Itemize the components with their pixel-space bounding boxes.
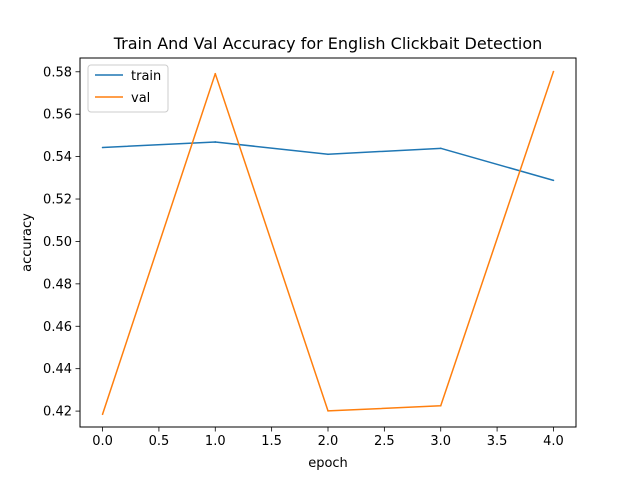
x-tick-label: 3.5 [487,434,508,449]
y-tick-label: 0.54 [43,150,72,165]
x-axis-label: epoch [308,456,348,471]
x-axis: 0.0 0.5 1.0 1.5 2.0 2.5 3.0 3.5 4.0 [92,427,564,449]
x-tick-label: 1.0 [205,434,226,449]
data-point-val-3 [439,404,442,407]
x-tick-label: 4.0 [543,434,564,449]
data-point-train-1 [214,141,217,143]
y-tick-label: 0.52 [43,193,72,208]
y-tick-label: 0.42 [43,405,72,420]
data-point-train-2 [327,153,329,156]
x-tick-label: 0.5 [149,434,170,449]
x-tick-label: 1.5 [261,434,282,449]
y-tick-label: 0.50 [43,235,72,250]
chart-title: Train And Val Accuracy for English Click… [113,34,543,53]
data-point-train-3 [439,147,442,150]
data-point-train-4 [552,179,555,182]
y-tick-label: 0.46 [43,320,72,335]
y-tick-label: 0.56 [43,108,72,123]
legend-box [87,64,169,113]
data-point-train-0 [101,146,104,149]
data-point-val-2 [327,410,329,412]
data-point-val-0 [101,413,104,416]
y-tick-label: 0.44 [43,362,72,377]
series-layer [101,70,555,416]
x-tick-label: 2.0 [318,434,339,449]
data-point-val-1 [214,72,217,75]
x-tick-label: 3.0 [430,434,451,449]
legend: train val [87,64,169,113]
legend-label-train: train [131,69,161,84]
y-tick-label: 0.58 [43,65,72,80]
y-tick-label: 0.48 [43,277,72,292]
data-point-val-4 [552,70,555,73]
x-tick-label: 0.0 [92,434,113,449]
legend-label-val: val [131,91,150,106]
x-tick-label: 2.5 [374,434,395,449]
y-axis: 0.42 0.44 0.46 0.48 0.50 0.52 0.54 0.56 0.58 [43,65,80,420]
y-axis-label: accuracy [20,213,35,272]
